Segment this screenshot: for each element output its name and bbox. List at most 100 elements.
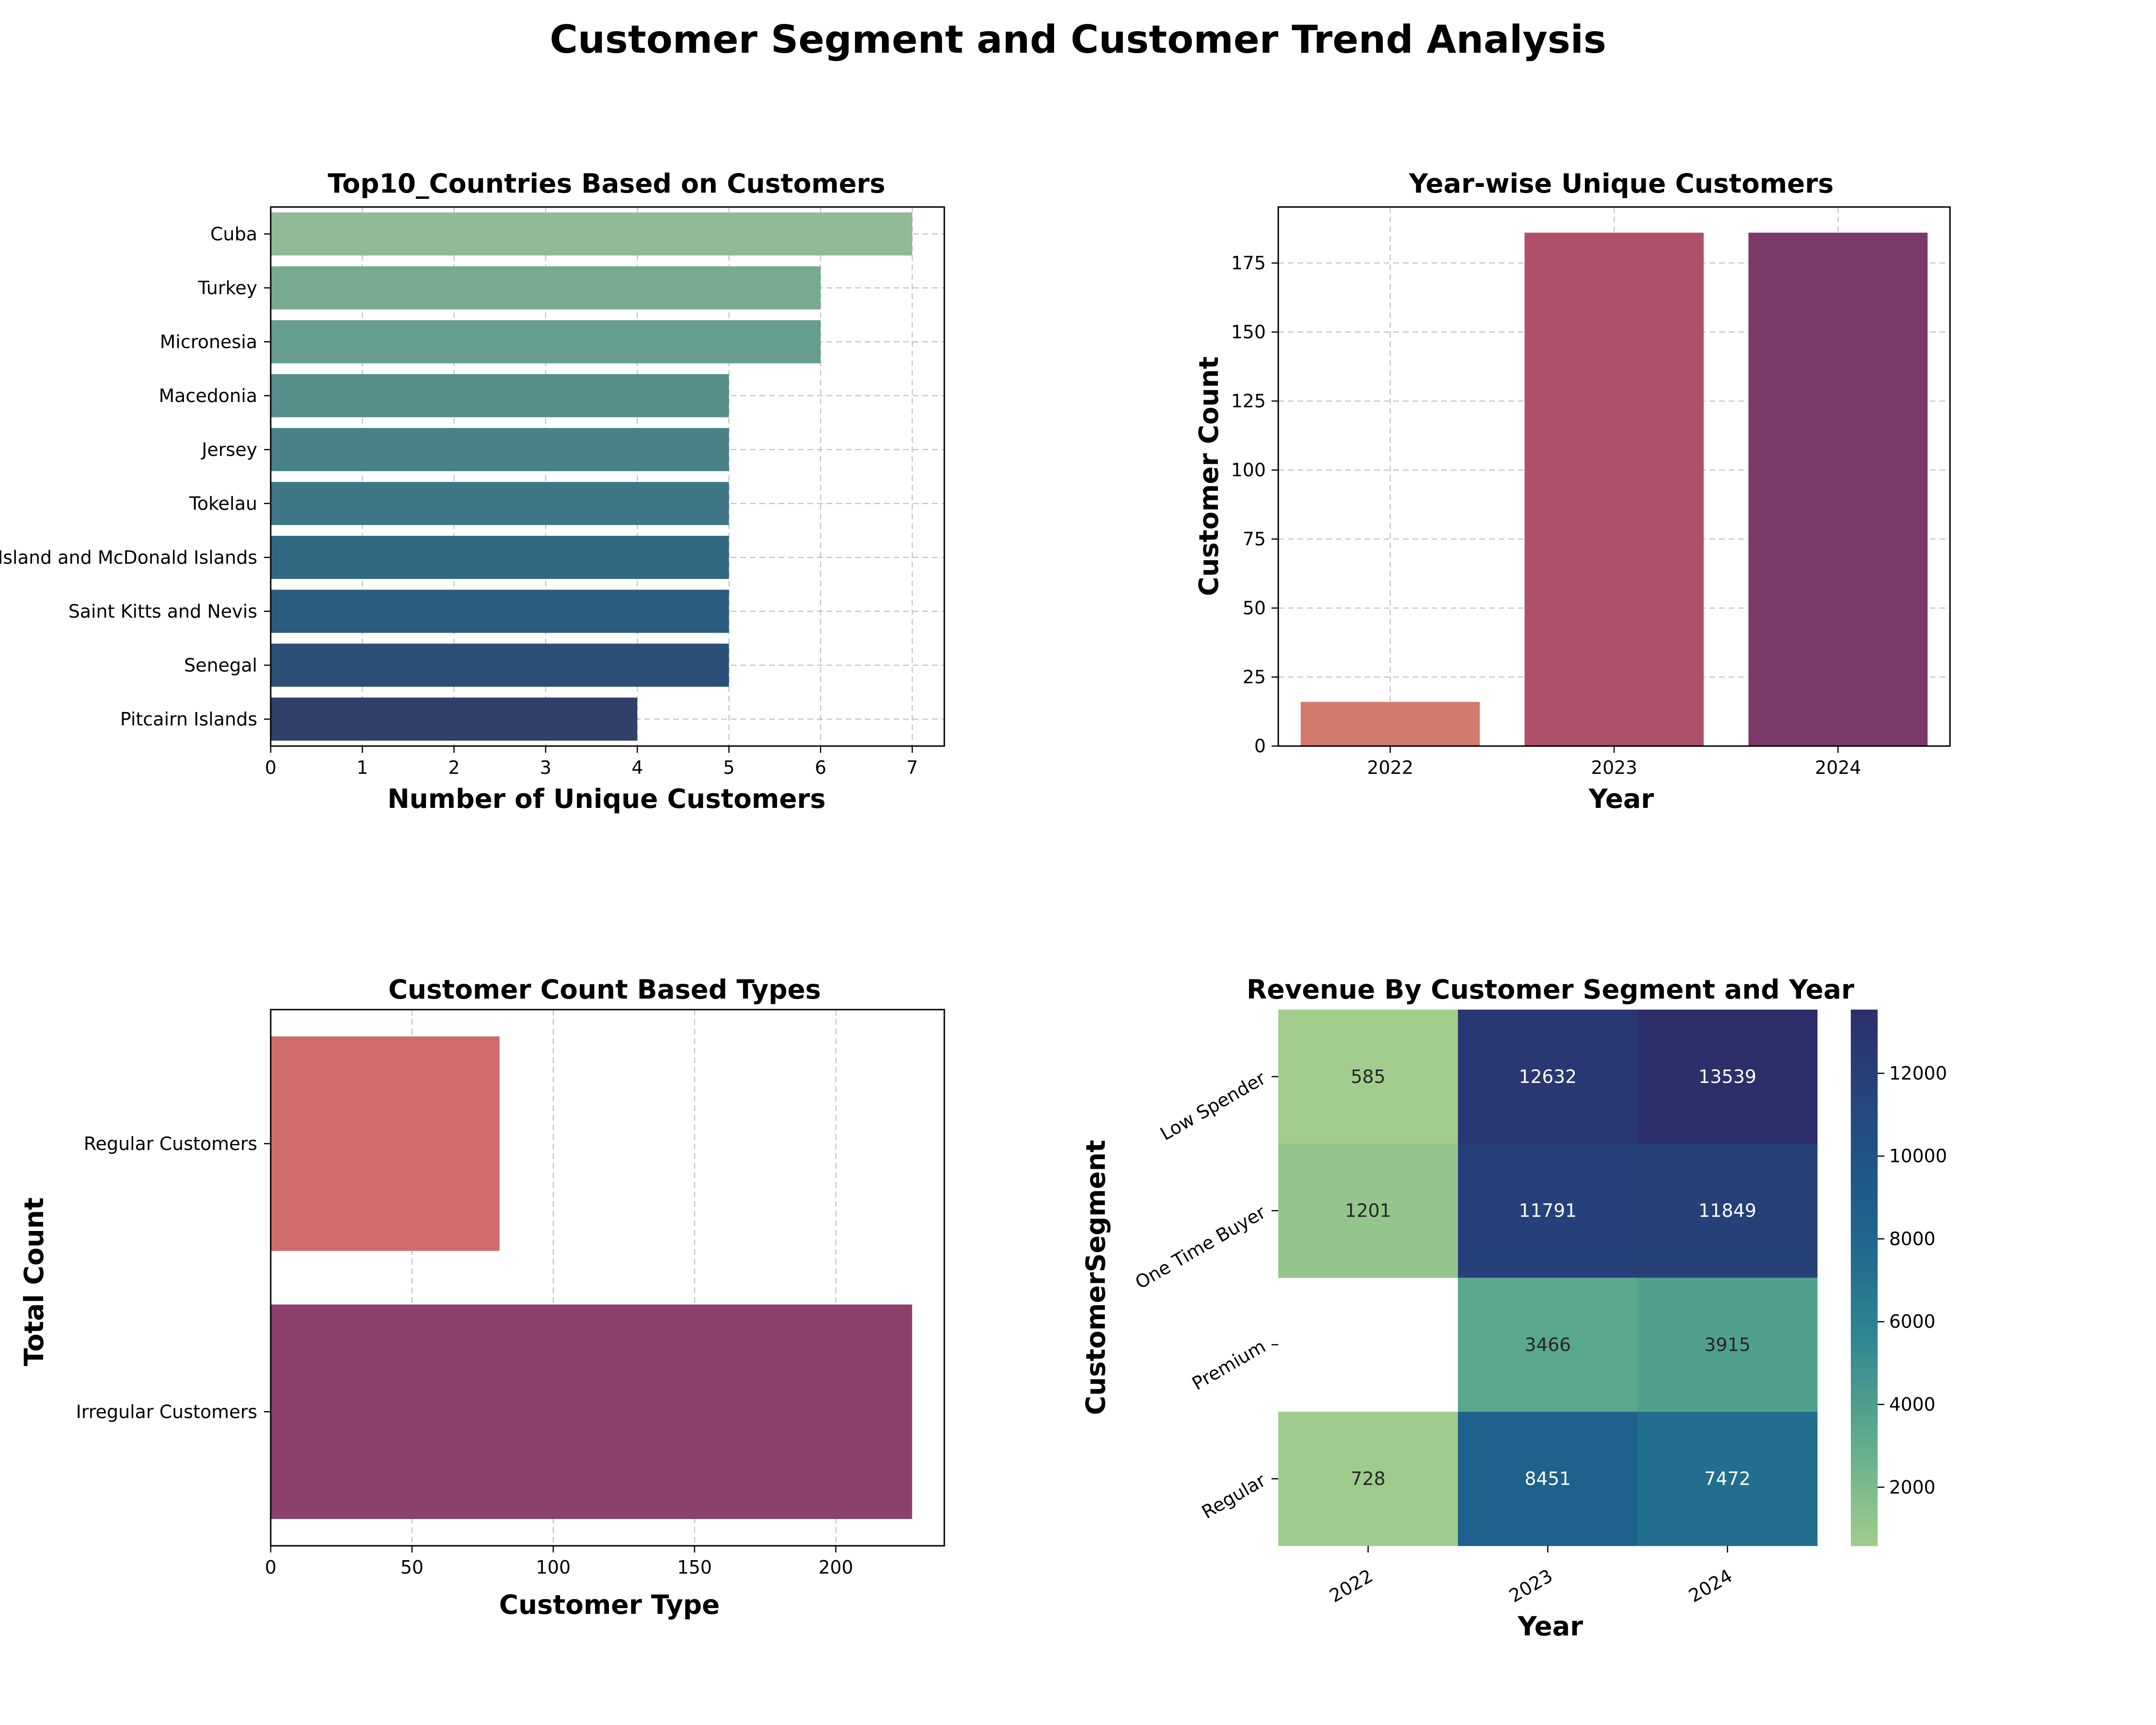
colorbar-segment (1851, 1058, 1878, 1064)
colorbar-segment (1851, 1116, 1878, 1122)
x-tick-label: 3 (540, 757, 551, 778)
colorbar-segment (1851, 1407, 1878, 1413)
colorbar-segment (1851, 1237, 1878, 1242)
colorbar-segment (1851, 1210, 1878, 1216)
heatmap-cell (1638, 1277, 1818, 1412)
y-tick-label: 50 (1243, 598, 1266, 619)
y-tick-label: Macedonia (159, 385, 257, 406)
bar (271, 589, 729, 633)
colorbar-segment (1851, 1510, 1878, 1515)
colorbar-segment (1851, 1327, 1878, 1332)
colorbar-segment (1851, 1309, 1878, 1314)
colorbar-segment (1851, 1354, 1878, 1359)
x-tick-label: 2022 (1367, 757, 1413, 778)
heatmap-cell-label: 13539 (1698, 1066, 1756, 1087)
colorbar-segment (1851, 1295, 1878, 1300)
colorbar-segment (1851, 1514, 1878, 1519)
x-tick-label: 0 (265, 1557, 276, 1578)
colorbar-segment (1851, 1233, 1878, 1238)
y-tick-label: 125 (1231, 391, 1266, 412)
x-tick-label: 0 (265, 757, 276, 778)
colorbar-segment (1851, 1041, 1878, 1046)
colorbar-segment (1851, 1010, 1878, 1015)
colorbar-segment (1851, 1228, 1878, 1234)
colorbar-segment (1851, 1443, 1878, 1448)
heatmap-cell (1458, 1412, 1638, 1546)
colorbar-segment (1851, 1523, 1878, 1529)
top10-countries-panel: Top10_Countries Based on Customers Numbe… (0, 168, 945, 814)
x-tick-label: 2022 (1326, 1565, 1376, 1606)
colorbar-segment (1851, 1492, 1878, 1497)
colorbar-segment (1851, 1506, 1878, 1511)
x-tick-label: 50 (401, 1557, 424, 1578)
y-tick-label: Saint Kitts and Nevis (69, 601, 257, 622)
x-tick-label: 2024 (1685, 1565, 1736, 1606)
colorbar-segment (1851, 1175, 1878, 1180)
heatmap-cell-label: 1201 (1345, 1200, 1391, 1221)
x-tick-label: 6 (815, 757, 826, 778)
bar (271, 482, 729, 525)
colorbar-segment (1851, 1152, 1878, 1158)
colorbar-segment (1851, 1268, 1878, 1274)
y-tick-label: One Time Buyer (1132, 1201, 1269, 1293)
colorbar-segment (1851, 1184, 1878, 1189)
heatmap-cell (1458, 1277, 1638, 1412)
axes-frame (1277, 206, 1951, 747)
colorbar-segment (1851, 1139, 1878, 1144)
colorbar-segment (1851, 1322, 1878, 1327)
colorbar-segment (1851, 1121, 1878, 1127)
x-tick-label: 2 (448, 757, 459, 778)
heatmap-cell-label: 8451 (1525, 1468, 1571, 1489)
x-tick-label: 1 (356, 757, 368, 778)
colorbar-tick-label: 12000 (1889, 1063, 1947, 1084)
y-tick-label: Micronesia (160, 331, 257, 352)
yearwise-plot-area: 2022 2023 2024 0 25 50 75 100 125 150 175 (1231, 206, 1951, 778)
x-tick-label: 5 (723, 757, 734, 778)
colorbar-segment (1851, 1099, 1878, 1104)
colorbar-segment (1851, 1054, 1878, 1059)
colorbar-segment (1851, 1519, 1878, 1524)
colorbar-segment (1851, 1282, 1878, 1287)
colorbar-segment (1851, 1398, 1878, 1403)
x-tick-label: 2024 (1815, 757, 1861, 778)
colorbar-segment (1851, 1483, 1878, 1488)
colorbar-segment (1851, 1260, 1878, 1265)
colorbar-segment (1851, 1246, 1878, 1252)
bar (271, 266, 821, 310)
heatmap-cell-label: 3915 (1704, 1334, 1751, 1355)
bar (271, 374, 729, 417)
bar (271, 644, 729, 687)
heatmap-cell-label: 585 (1351, 1066, 1386, 1087)
colorbar-segment (1851, 1224, 1878, 1229)
colorbar-segment (1851, 1429, 1878, 1435)
colorbar-segment (1851, 1460, 1878, 1466)
colorbar-segment (1851, 1143, 1878, 1149)
x-tick-label: 100 (536, 1557, 571, 1578)
y-tick-label: Jersey (201, 439, 257, 460)
bar (1748, 232, 1928, 747)
colorbar-segment (1851, 1380, 1878, 1386)
colorbar-segment (1851, 1371, 1878, 1377)
heatmap-colorbar: 2000 4000 6000 8000 10000 12000 (1851, 1010, 1947, 1546)
colorbar-segment (1851, 1335, 1878, 1341)
colorbar-segment (1851, 1447, 1878, 1452)
colorbar-segment (1851, 1434, 1878, 1439)
colorbar-segment (1851, 1157, 1878, 1162)
colorbar-segment (1851, 1300, 1878, 1305)
x-tick-label: 200 (818, 1557, 853, 1578)
colorbar-segment (1851, 1255, 1878, 1260)
y-tick-label: Regular Customers (84, 1133, 257, 1154)
top10-plot-area: Cuba Turkey Micronesia Macedonia Jersey Tokel… (0, 206, 945, 778)
colorbar-tick-label: 10000 (1889, 1146, 1947, 1167)
colorbar-segment (1851, 1501, 1878, 1506)
yearwise-ylabel: Customer Count (1193, 356, 1224, 596)
colorbar-segment (1851, 1532, 1878, 1538)
colorbar-segment (1851, 1188, 1878, 1194)
colorbar-segment (1851, 1420, 1878, 1426)
colorbar-segment (1851, 1412, 1878, 1417)
bar (1300, 702, 1480, 746)
bar (271, 212, 913, 256)
colorbar-segment (1851, 1090, 1878, 1095)
heatmap-cell (1638, 1010, 1818, 1144)
colorbar-segment (1851, 1376, 1878, 1381)
